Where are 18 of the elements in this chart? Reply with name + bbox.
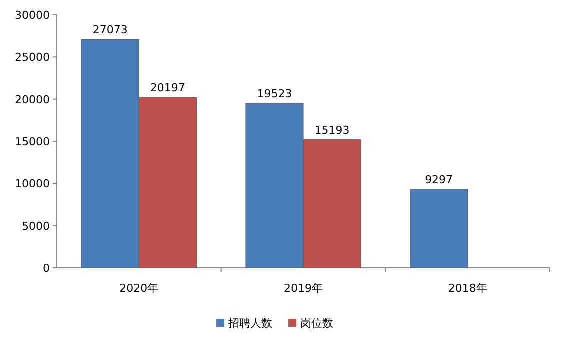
y-tick-label: 0 bbox=[43, 262, 50, 275]
y-tick-label: 25000 bbox=[15, 51, 50, 64]
data-label: 9297 bbox=[425, 174, 454, 187]
legend-label: 招聘人数 bbox=[228, 317, 272, 330]
x-tick-label: 2020年 bbox=[120, 282, 159, 295]
data-label: 20197 bbox=[150, 82, 186, 95]
x-tick-label: 2019年 bbox=[284, 282, 323, 295]
y-tick-label: 15000 bbox=[15, 136, 50, 148]
data-label: 27073 bbox=[92, 24, 128, 37]
y-tick-label: 20000 bbox=[15, 93, 50, 106]
y-tick-label: 10000 bbox=[15, 178, 50, 191]
y-tick-label: 5000 bbox=[22, 220, 50, 233]
x-tick-label: 2018年 bbox=[448, 282, 488, 295]
bar bbox=[410, 189, 468, 268]
legend-label: 岗位数 bbox=[300, 317, 334, 330]
y-tick-label: 30000 bbox=[15, 9, 50, 22]
data-label: 19523 bbox=[257, 87, 292, 100]
data-label: 15193 bbox=[314, 124, 350, 137]
